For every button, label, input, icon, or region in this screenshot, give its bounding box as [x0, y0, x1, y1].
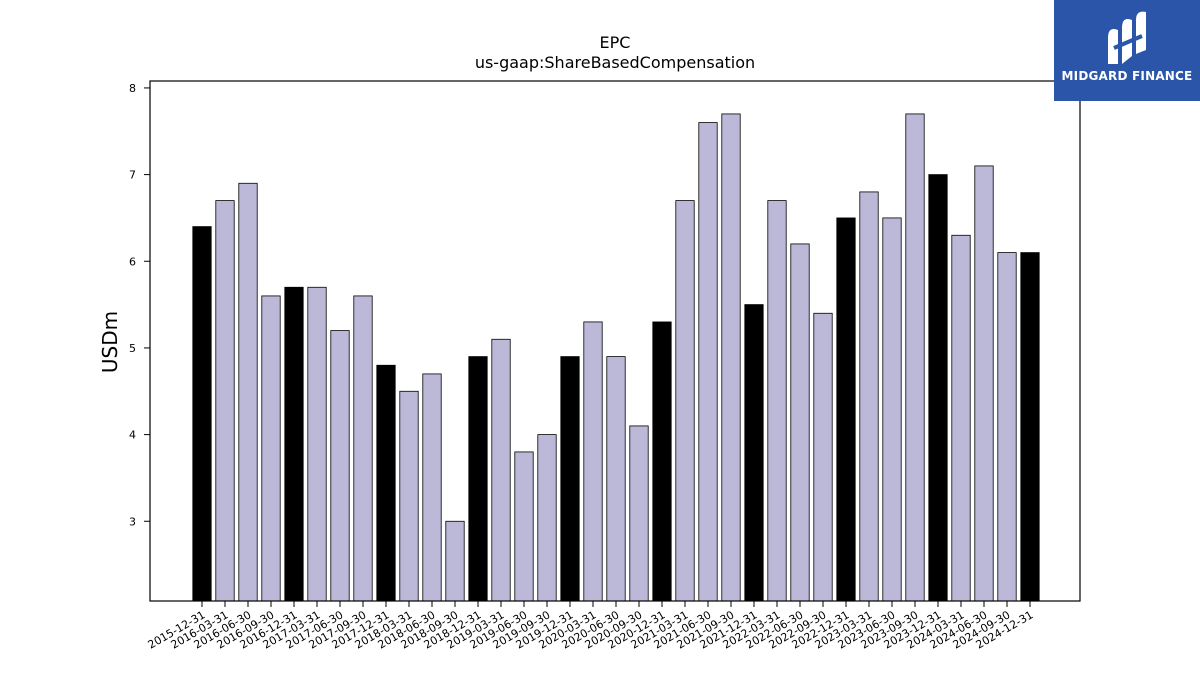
- logo-text: MIDGARD FINANCE: [1061, 69, 1193, 83]
- chart-subtitle: us-gaap:ShareBasedCompensation: [475, 53, 755, 72]
- y-axis-label: USDm: [98, 311, 122, 373]
- bar-2017-09-30: [353, 295, 373, 602]
- bar-2022-12-31: [836, 217, 856, 602]
- y-tick-label: 6: [129, 255, 136, 268]
- bar-2024-09-30: [997, 252, 1017, 602]
- y-tick-label: 8: [129, 82, 136, 95]
- bar-2016-12-31: [284, 286, 304, 602]
- x-axis: 2015-12-312016-03-312016-06-302016-09-30…: [146, 601, 1036, 652]
- bar-2020-12-31: [652, 321, 672, 602]
- bar-2016-09-30: [261, 295, 281, 602]
- midgard-finance-logo: MIDGARD FINANCE: [1054, 0, 1200, 101]
- bar-2024-03-31: [951, 234, 971, 602]
- bars-group: [192, 113, 1040, 602]
- midgard-logo-icon: [1108, 11, 1146, 64]
- bar-2024-12-31: [1020, 252, 1040, 602]
- bar-2023-09-30: [905, 113, 925, 602]
- bar-2024-06-30: [974, 165, 994, 602]
- bar-2017-06-30: [330, 330, 350, 602]
- plot-frame: [149, 80, 1081, 602]
- bar-2019-03-31: [491, 338, 511, 602]
- bar-2020-06-30: [606, 356, 626, 602]
- bar-2021-03-31: [675, 200, 695, 602]
- y-tick-label: 4: [129, 429, 136, 442]
- bar-2023-06-30: [882, 217, 902, 602]
- y-axis: 3 4 5 6 7 8: [129, 82, 150, 528]
- bar-2017-12-31: [376, 364, 396, 602]
- y-tick-label: 7: [129, 169, 136, 182]
- bar-2021-12-31: [744, 304, 764, 602]
- bar-2022-09-30: [813, 312, 833, 602]
- bar-2017-03-31: [307, 286, 327, 602]
- chart-title: EPC: [600, 33, 631, 52]
- y-tick-label: 5: [129, 342, 136, 355]
- bar-2019-12-31: [560, 356, 580, 602]
- bar-2016-06-30: [238, 182, 258, 602]
- bar-2016-03-31: [215, 200, 235, 602]
- bar-2018-09-30: [445, 520, 465, 602]
- bar-2022-06-30: [790, 243, 810, 602]
- bar-2020-03-31: [583, 321, 603, 602]
- bar-2021-09-30: [721, 113, 741, 602]
- bar-2018-03-31: [399, 390, 419, 602]
- bar-2020-09-30: [629, 425, 649, 602]
- bar-2018-06-30: [422, 373, 442, 602]
- bar-2019-09-30: [537, 434, 557, 602]
- bar-2023-03-31: [859, 191, 879, 602]
- y-tick-label: 3: [129, 515, 136, 528]
- bar-2021-06-30: [698, 122, 718, 602]
- bar-2023-12-31: [928, 174, 948, 602]
- bar-2019-06-30: [514, 451, 534, 602]
- bar-2018-12-31: [468, 356, 488, 602]
- bar-2015-12-31: [192, 226, 212, 602]
- bar-2022-03-31: [767, 200, 787, 602]
